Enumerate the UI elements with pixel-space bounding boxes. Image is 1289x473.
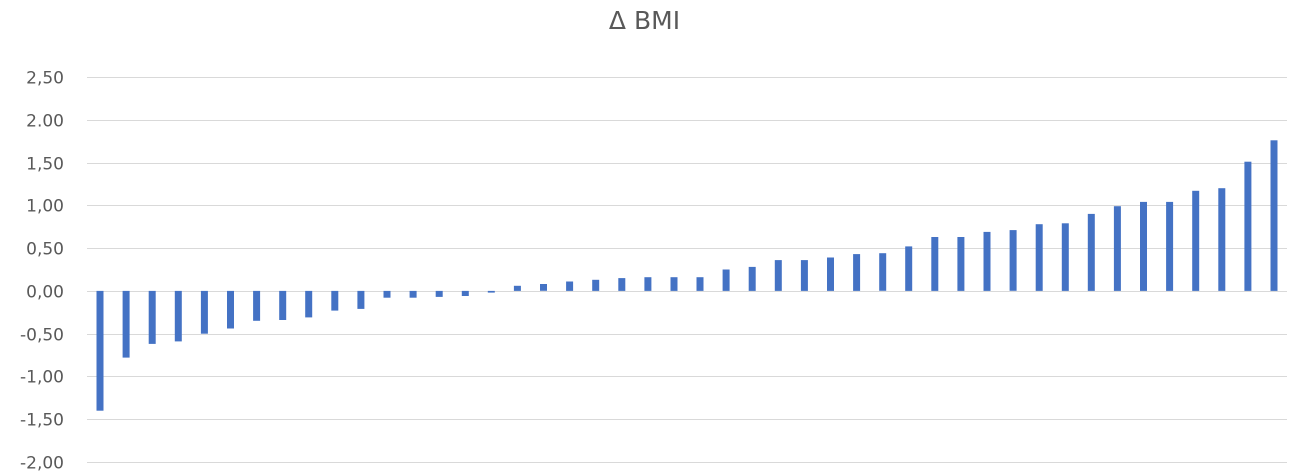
- y-tick-label: 0,00: [26, 283, 64, 303]
- bar: [227, 290, 234, 329]
- bar: [200, 290, 208, 334]
- bar: [279, 290, 287, 320]
- bar: [566, 281, 574, 291]
- bar: [800, 260, 808, 291]
- y-tick-label: 1,50: [26, 155, 64, 175]
- bar: [435, 290, 443, 297]
- bar: [774, 260, 782, 291]
- bar: [827, 257, 834, 291]
- y-tick-label: 0,50: [26, 240, 64, 260]
- bar: [1061, 223, 1069, 291]
- bar: [357, 290, 365, 309]
- bar: [331, 290, 339, 311]
- bar: [853, 254, 861, 291]
- y-tick-label: 2,50: [26, 69, 64, 89]
- bar: [1192, 190, 1200, 291]
- bar: [122, 290, 130, 358]
- bar: [879, 253, 887, 291]
- bar: [957, 237, 965, 291]
- bar: [722, 269, 730, 291]
- bar: [383, 290, 391, 298]
- bar: [1113, 206, 1121, 291]
- bar: [905, 246, 913, 291]
- bar: [748, 266, 756, 291]
- bar: [148, 290, 156, 344]
- bar: [592, 279, 600, 291]
- bar: [513, 285, 521, 291]
- bar: [540, 284, 547, 291]
- y-tick-label: 1,00: [26, 197, 64, 217]
- bar: [931, 237, 939, 291]
- bar: [1166, 201, 1174, 291]
- bar: [487, 290, 495, 293]
- bars: [96, 140, 1278, 411]
- bar: [670, 277, 678, 291]
- y-tick-label: -0,50: [20, 326, 64, 346]
- bar: [1218, 188, 1226, 291]
- gridlines: [87, 77, 1287, 463]
- y-tick-label: -2,00: [20, 454, 64, 473]
- bar: [461, 290, 469, 296]
- bar: [1244, 161, 1252, 291]
- bar: [1009, 230, 1017, 291]
- bar: [96, 290, 104, 411]
- bar: [618, 278, 626, 291]
- bar: [644, 277, 652, 291]
- y-tick-label: -1,50: [20, 411, 64, 431]
- bar: [1087, 213, 1095, 291]
- bar: [174, 290, 182, 342]
- bar: [1140, 201, 1147, 291]
- y-axis-tick-labels: 2,50 2.00 1,50 1,00 0,50 0,00 -0,50 -1,00 -1,50 -…: [20, 69, 64, 473]
- bar: [1270, 140, 1278, 291]
- bar: [696, 277, 704, 291]
- chart-title: Δ BMI: [608, 6, 681, 35]
- bar: [983, 231, 991, 291]
- bar: [1035, 224, 1043, 291]
- bar: [305, 290, 313, 318]
- y-tick-label: -1,00: [20, 368, 64, 388]
- bar: [409, 290, 417, 298]
- y-tick-label: 2.00: [26, 112, 64, 132]
- bar: [253, 290, 261, 321]
